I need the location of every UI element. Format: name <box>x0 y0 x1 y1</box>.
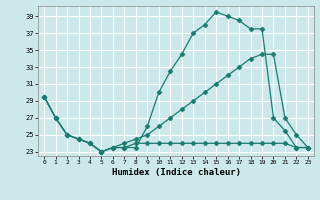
X-axis label: Humidex (Indice chaleur): Humidex (Indice chaleur) <box>111 168 241 177</box>
